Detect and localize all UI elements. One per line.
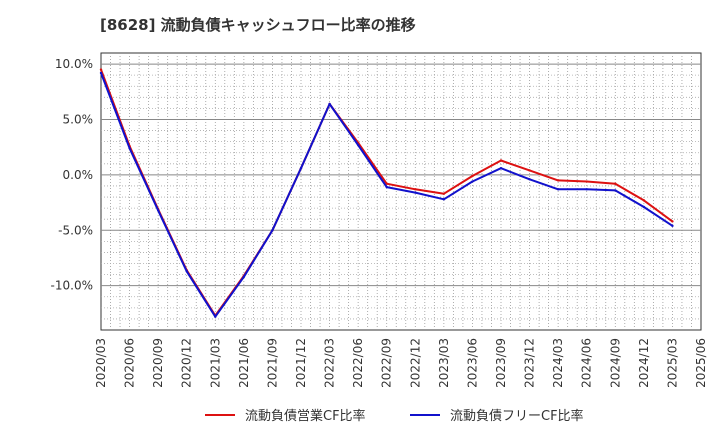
x-tick-label: 2023/03 xyxy=(437,338,451,388)
x-tick-label: 2020/03 xyxy=(94,338,108,388)
x-tick-label: 2024/09 xyxy=(608,338,622,388)
data-point xyxy=(614,182,617,185)
data-point xyxy=(614,189,617,192)
data-point xyxy=(471,180,474,183)
data-point xyxy=(99,68,103,71)
x-tick-label: 2024/06 xyxy=(580,338,594,388)
x-tick-label: 2022/06 xyxy=(351,338,365,388)
data-point xyxy=(471,174,474,178)
data-point xyxy=(385,185,388,189)
x-tick-label: 2021/12 xyxy=(294,338,308,388)
y-tick-label: 10.0% xyxy=(55,57,93,71)
series-lines xyxy=(99,68,674,318)
data-point xyxy=(328,102,331,106)
data-point xyxy=(671,224,674,228)
x-tick-label: 2024/12 xyxy=(637,338,651,388)
x-tick-label: 2020/06 xyxy=(123,338,137,388)
x-tick-label: 2020/12 xyxy=(180,338,194,388)
data-point xyxy=(128,147,131,150)
data-point xyxy=(185,270,188,273)
x-axis-ticks: 2020/03 2020/06 2020/09 2020/12 2021/03 2021/… xyxy=(94,338,708,388)
data-point xyxy=(99,71,103,75)
data-point xyxy=(642,199,646,202)
x-tick-label: 2025/06 xyxy=(694,338,708,388)
data-point xyxy=(528,169,531,172)
data-point xyxy=(414,191,417,194)
data-point xyxy=(556,179,560,182)
data-point xyxy=(642,205,646,209)
data-point xyxy=(499,167,503,170)
x-tick-label: 2024/03 xyxy=(551,338,565,388)
y-tick-label: 5.0% xyxy=(63,112,94,126)
legend-label: 流動負債営業CF比率 xyxy=(245,408,366,424)
x-tick-label: 2021/09 xyxy=(265,338,279,388)
data-point xyxy=(385,182,388,185)
x-tick-label: 2021/03 xyxy=(208,338,222,388)
data-point xyxy=(528,178,531,181)
data-point xyxy=(499,159,503,162)
data-point xyxy=(671,220,674,223)
x-tick-label: 2021/06 xyxy=(237,338,251,388)
horizontal-gridlines xyxy=(101,63,701,320)
y-axis-ticks: 10.0% 5.0% 0.0% -5.0% -10.0% xyxy=(51,57,93,293)
data-point xyxy=(414,188,417,191)
data-point xyxy=(214,315,217,318)
x-tick-label: 2023/09 xyxy=(494,338,508,388)
data-point xyxy=(585,180,588,183)
data-point xyxy=(585,188,588,191)
y-tick-label: 0.0% xyxy=(63,168,94,182)
y-tick-label: -10.0% xyxy=(51,279,93,293)
data-point xyxy=(556,188,560,191)
x-tick-label: 2022/12 xyxy=(408,338,422,388)
data-point xyxy=(442,198,446,201)
data-point xyxy=(356,143,360,147)
x-tick-label: 2023/12 xyxy=(523,338,537,388)
data-point xyxy=(242,275,246,279)
plot-area xyxy=(100,52,702,331)
chart-title: [8628] 流動負債キャッシュフロー比率の推移 xyxy=(100,16,416,34)
y-tick-label: -5.0% xyxy=(58,223,93,237)
data-point xyxy=(299,167,303,170)
x-tick-label: 2022/09 xyxy=(380,338,394,388)
legend: 流動負債営業CF比率 流動負債フリーCF比率 xyxy=(205,408,584,424)
data-point xyxy=(442,192,446,195)
data-point xyxy=(156,209,160,212)
x-tick-label: 2022/03 xyxy=(323,338,337,388)
legend-label: 流動負債フリーCF比率 xyxy=(450,408,584,424)
x-tick-label: 2020/09 xyxy=(151,338,165,388)
x-tick-label: 2023/06 xyxy=(465,338,479,388)
x-tick-label: 2025/03 xyxy=(665,338,679,388)
data-point xyxy=(271,229,274,232)
